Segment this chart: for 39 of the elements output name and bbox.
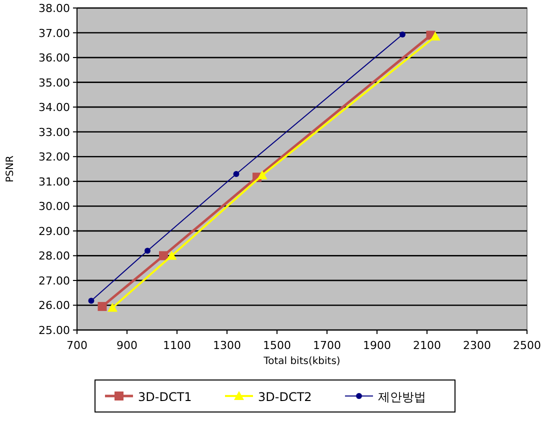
- legend-label: 3D-DCT1: [138, 390, 192, 404]
- point: [233, 170, 240, 177]
- y-tick-label: 25.00: [38, 324, 70, 337]
- x-tick-label: 2100: [413, 339, 441, 352]
- y-tick-label: 30.00: [38, 200, 70, 214]
- point: [108, 302, 118, 312]
- y-tick-label: 38.00: [38, 2, 70, 15]
- y-tick-label: 31.00: [38, 175, 70, 188]
- point: [257, 170, 268, 180]
- y-tick-label: 33.00: [38, 126, 70, 139]
- y-tick-label: 35.00: [38, 76, 70, 90]
- point: [159, 251, 168, 260]
- point: [98, 302, 107, 311]
- x-tick-label: 1900: [363, 339, 391, 352]
- point: [430, 31, 440, 40]
- point: [88, 298, 94, 304]
- x-tick-label: 1500: [263, 339, 291, 352]
- x-tick-label: 900: [116, 339, 138, 352]
- y-tick-label: 36.00: [38, 52, 70, 65]
- y-tick-label: 26.00: [38, 299, 70, 312]
- point: [144, 248, 150, 254]
- x-tick-label: 1700: [313, 339, 341, 352]
- point: [166, 250, 177, 260]
- x-tick-label: 1300: [213, 339, 241, 352]
- legend-label: 3D-DCT2: [258, 390, 312, 404]
- y-tick-label: 29.00: [38, 224, 70, 238]
- point: [400, 32, 406, 38]
- x-tick-label: 700: [66, 339, 88, 352]
- x-tick-label: 2500: [513, 339, 541, 352]
- x-axis-title: Total bits(kbits): [262, 356, 340, 367]
- x-tick-label: 2300: [463, 339, 491, 352]
- y-tick-label: 32.00: [38, 150, 70, 164]
- y-tick-label: 37.00: [38, 26, 70, 40]
- y-tick-label: 28.00: [38, 250, 70, 263]
- y-tick-label: 27.00: [38, 274, 70, 288]
- x-tick-label: 1100: [163, 339, 191, 352]
- y-tick-label: 34.00: [38, 101, 70, 114]
- legend-label: 제안방법: [378, 390, 426, 404]
- y-axis-title: PSNR: [5, 156, 16, 182]
